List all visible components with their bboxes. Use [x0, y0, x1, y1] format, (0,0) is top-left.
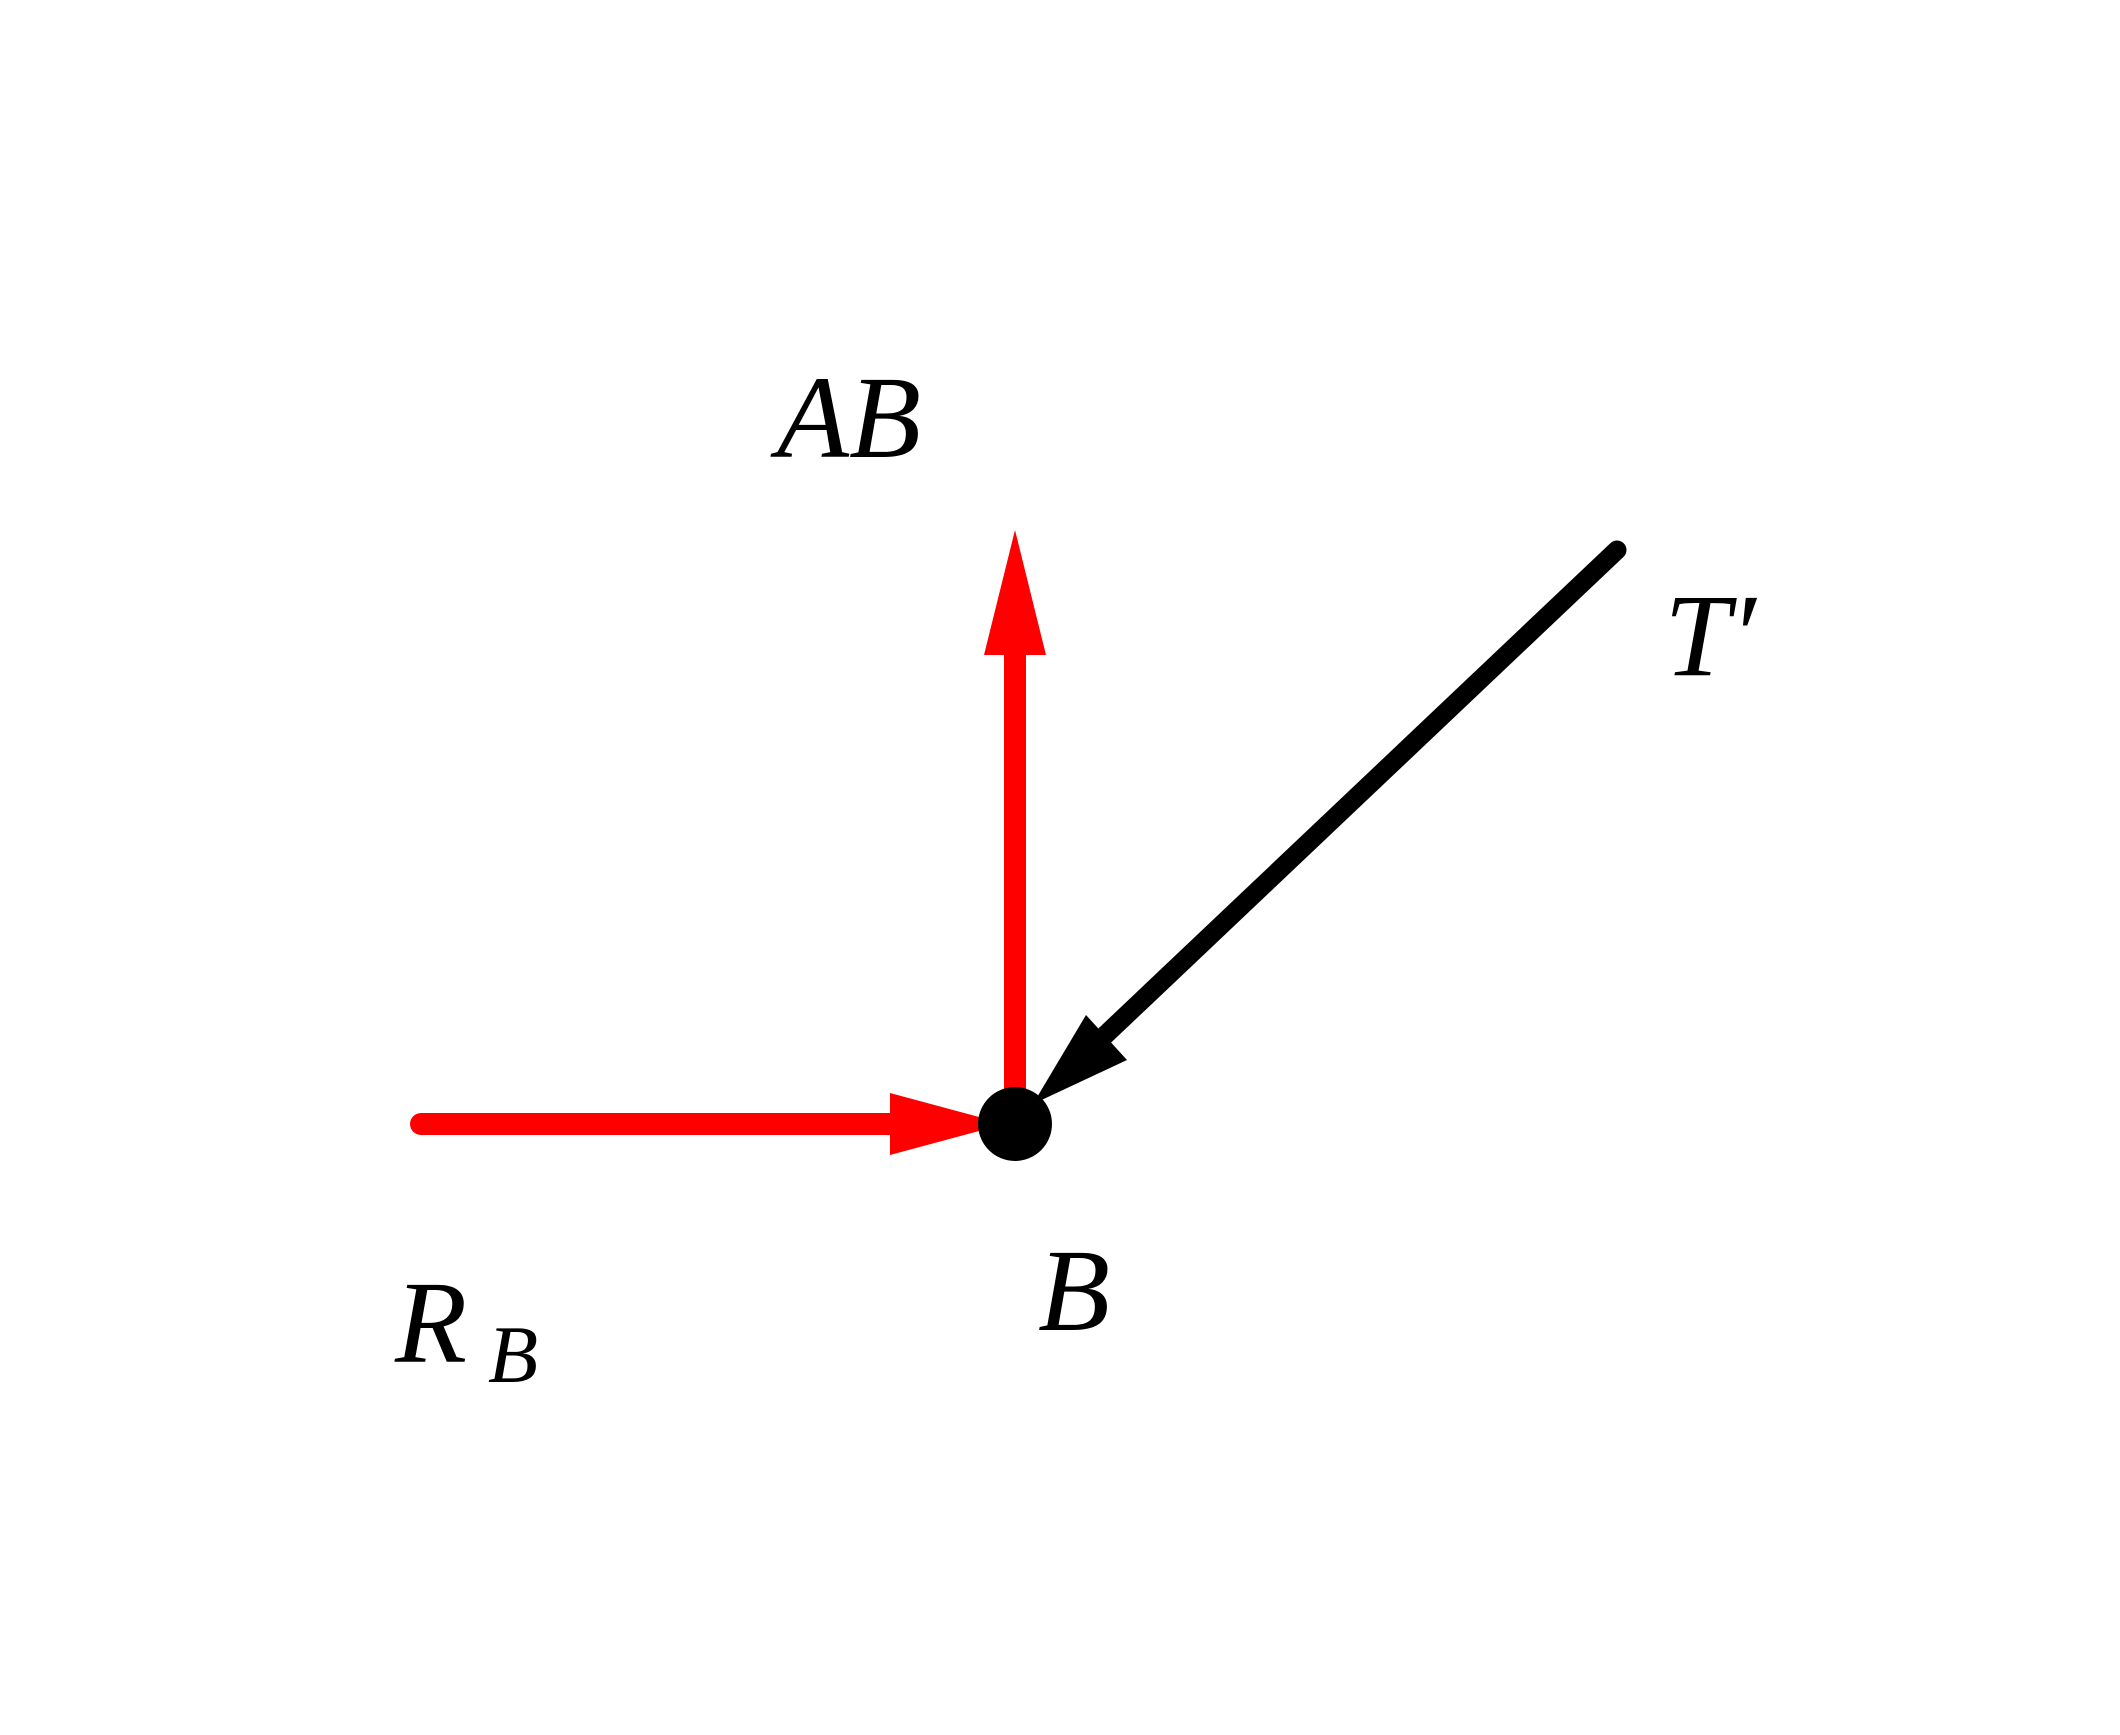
label-right: T′ [1664, 570, 1758, 701]
point [978, 1087, 1052, 1161]
label-left-subscript: B [488, 1309, 538, 1400]
black-arrow-head [1033, 1015, 1127, 1104]
label-top: AB [770, 352, 921, 483]
red-arrow-head [890, 1093, 1005, 1155]
black-arrow-shaft [1090, 540, 1627, 1050]
label-point: B [1038, 1225, 1110, 1356]
label-left: R [394, 1257, 467, 1388]
red-arrow-head [984, 530, 1046, 655]
